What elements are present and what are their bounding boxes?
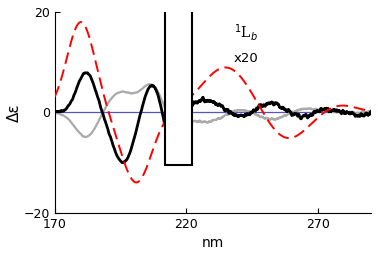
Y-axis label: Δε: Δε <box>7 103 22 122</box>
Text: $^1$L$_b$: $^1$L$_b$ <box>234 22 258 43</box>
Bar <box>165 7 192 165</box>
Text: x20: x20 <box>234 52 259 65</box>
X-axis label: nm: nm <box>202 236 224 250</box>
